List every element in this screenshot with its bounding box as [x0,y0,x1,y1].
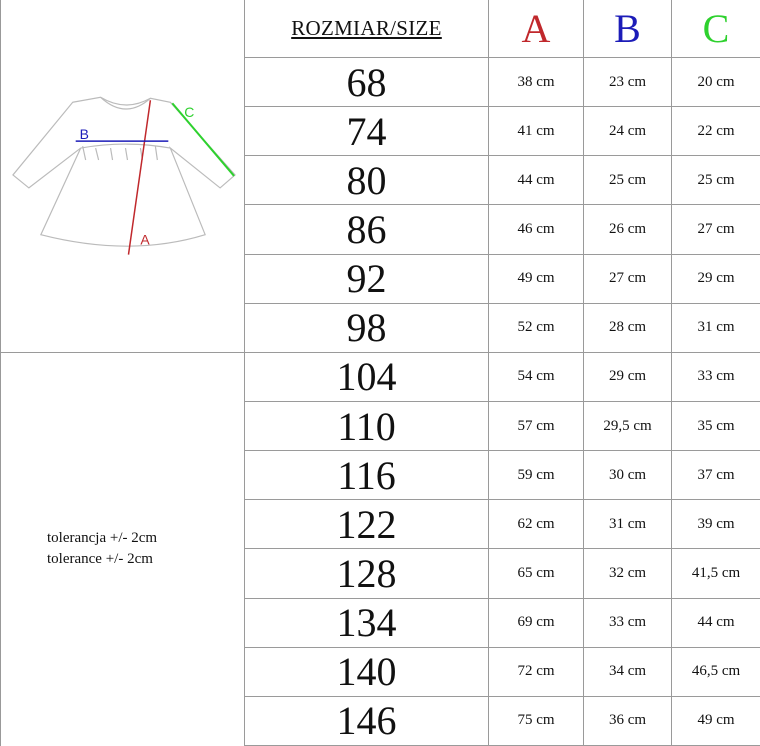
measure-b-cell: 31 cm [584,500,672,550]
dress-diagram: A B C [12,96,236,255]
header-c: C [672,0,760,58]
measure-c-cell: 22 cm [672,107,760,157]
measure-b-cell: 26 cm [584,205,672,255]
measure-a-cell: 69 cm [489,598,584,648]
measure-c-cell: 35 cm [672,402,760,452]
size-cell: 140 [245,647,489,697]
measure-b-cell: 28 cm [584,303,672,353]
measure-b-cell: 25 cm [584,156,672,206]
size-cell: 92 [245,254,489,304]
measure-c-cell: 33 cm [672,353,760,402]
size-cell: 98 [245,303,489,353]
measure-b-cell: 32 cm [584,549,672,599]
measure-a-cell: 41 cm [489,107,584,157]
size-cell: 110 [245,401,489,452]
size-cell: 104 [245,352,489,402]
measure-c-cell: 29 cm [672,255,760,304]
measure-b-cell: 23 cm [584,58,672,108]
size-cell: 134 [245,598,489,648]
measure-c-cell: 25 cm [672,156,760,206]
measure-a-cell: 59 cm [489,451,584,501]
tolerance-pl: tolerancja +/- 2cm [47,530,158,547]
garment-diagram-cell: A B C [1,0,245,353]
tolerance-en: tolerance +/- 2cm [47,551,153,568]
measure-a-cell: 52 cm [489,303,584,353]
size-cell: 116 [245,451,489,501]
measure-c-cell: 46,5 cm [672,648,760,697]
measure-line-c [171,102,235,177]
measure-b-cell: 29 cm [584,352,672,402]
measure-c-cell: 31 cm [672,304,760,353]
measure-c-cell: 41,5 cm [672,549,760,599]
size-cell: 128 [245,549,489,599]
measure-c-cell: 49 cm [672,697,760,746]
measure-c-cell: 39 cm [672,500,760,550]
size-cell: 146 [245,696,489,746]
measure-a-cell: 38 cm [489,58,584,108]
measure-a-cell: 57 cm [489,401,584,452]
measure-c-cell: 27 cm [672,205,760,255]
measure-b-cell: 30 cm [584,451,672,501]
header-b: B [584,0,672,58]
header-a: A [489,0,584,58]
size-cell: 80 [245,156,489,206]
header-size: ROZMIAR/SIZE [245,0,489,58]
measure-c-cell: 44 cm [672,599,760,648]
measure-a-cell: 62 cm [489,500,584,550]
measure-b-cell: 34 cm [584,647,672,697]
measure-b-cell: 29,5 cm [584,401,672,452]
measure-b-cell: 36 cm [584,696,672,746]
tolerance-note: tolerancja +/- 2cm tolerance +/- 2cm [1,352,245,746]
size-cell: 74 [245,107,489,157]
measure-a-cell: 54 cm [489,352,584,402]
measure-a-cell: 65 cm [489,549,584,599]
measure-a-cell: 72 cm [489,647,584,697]
diagram-label-a: A [140,232,150,248]
size-cell: 68 [245,58,489,108]
measure-b-cell: 24 cm [584,107,672,157]
measure-a-cell: 44 cm [489,156,584,206]
measure-line-a [127,100,152,255]
measure-a-cell: 46 cm [489,205,584,255]
measure-c-cell: 37 cm [672,451,760,501]
size-cell: 86 [245,205,489,255]
diagram-label-b: B [80,126,89,142]
size-cell: 122 [245,500,489,550]
measure-b-cell: 33 cm [584,598,672,648]
measure-b-cell: 27 cm [584,254,672,304]
measure-a-cell: 75 cm [489,696,584,746]
measure-c-cell: 20 cm [672,58,760,108]
measure-a-cell: 49 cm [489,254,584,304]
diagram-label-c: C [184,104,194,120]
